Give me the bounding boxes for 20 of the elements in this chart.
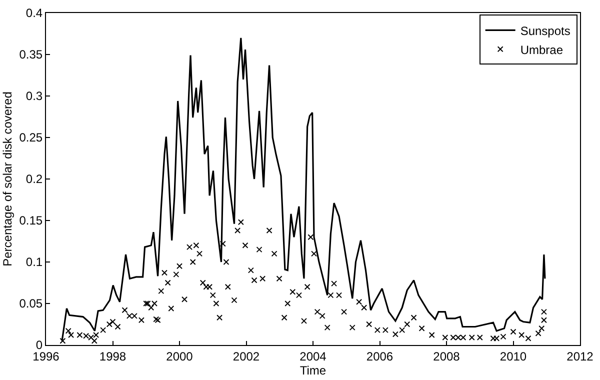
x-tick-label: 2004 bbox=[300, 349, 327, 364]
y-tick-label: 0.15 bbox=[19, 214, 43, 228]
y-tick-label: 0.05 bbox=[19, 296, 43, 311]
y-tick-label: 0.3 bbox=[26, 89, 43, 104]
y-tick-label: 0.1 bbox=[26, 255, 43, 270]
x-tick-label: 2006 bbox=[366, 349, 394, 364]
y-tick-label: 0.25 bbox=[19, 130, 43, 145]
x-tick-label: 2008 bbox=[433, 349, 460, 364]
y-tick-label: 0.4 bbox=[26, 6, 43, 20]
x-tick-label: 2002 bbox=[232, 349, 260, 364]
x-tick-label: 2012 bbox=[566, 349, 594, 364]
y-tick-label: 0.35 bbox=[19, 48, 43, 62]
y-axis-title: Percentage of solar disk covered bbox=[0, 92, 15, 266]
x-tick-label: 1998 bbox=[99, 349, 126, 364]
x-axis-title: Time bbox=[300, 363, 326, 378]
x-tick-label: 2010 bbox=[500, 349, 527, 364]
x-tick-label: 2000 bbox=[166, 349, 194, 364]
legend-label: Sunspots bbox=[520, 24, 570, 38]
y-tick-label: 0.2 bbox=[26, 172, 43, 186]
legend-label: Umbrae bbox=[520, 42, 564, 57]
